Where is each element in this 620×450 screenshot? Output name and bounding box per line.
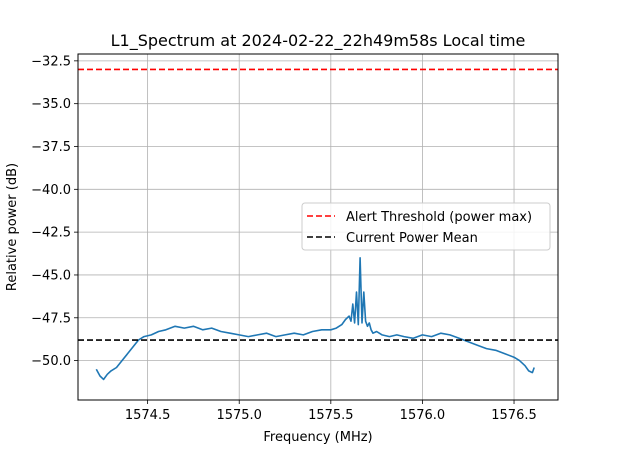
y-tick-label: −50.0: [31, 354, 71, 369]
chart-title: L1_Spectrum at 2024-02-22_22h49m58s Loca…: [111, 31, 526, 51]
x-axis-label: Frequency (MHz): [263, 430, 372, 445]
y-axis: −32.5 −35.0 −37.5 −40.0 −42.5 −45.0 −47.5 −50.0: [31, 54, 78, 369]
legend: Alert Threshold (power max) Current Powe…: [301, 202, 551, 251]
x-tick-label: 1576.0: [400, 408, 446, 423]
y-tick-label: −35.0: [31, 97, 71, 112]
grid-lines: [78, 54, 558, 400]
y-tick-label: −42.5: [31, 226, 71, 241]
x-axis: 1574.5 1575.0 1575.5 1576.0 1576.5: [125, 400, 537, 423]
spectrum-line: [95, 256, 535, 381]
x-tick-label: 1574.5: [125, 408, 171, 423]
series-layer: [78, 68, 558, 381]
y-tick-label: −47.5: [31, 311, 71, 326]
y-tick-label: −40.0: [31, 183, 71, 198]
legend-label-power-mean: Current Power Mean: [346, 231, 478, 246]
y-tick-label: −32.5: [31, 54, 71, 69]
x-tick-label: 1575.0: [216, 408, 262, 423]
plot-frame: [77, 53, 559, 401]
y-tick-label: −37.5: [31, 140, 71, 155]
x-tick-label: 1576.5: [491, 408, 537, 423]
x-tick-label: 1575.5: [308, 408, 354, 423]
y-axis-label: Relative power (dB): [5, 163, 20, 291]
legend-box: [301, 202, 551, 251]
y-tick-label: −45.0: [31, 268, 71, 283]
legend-label-alert-threshold: Alert Threshold (power max): [346, 210, 532, 225]
